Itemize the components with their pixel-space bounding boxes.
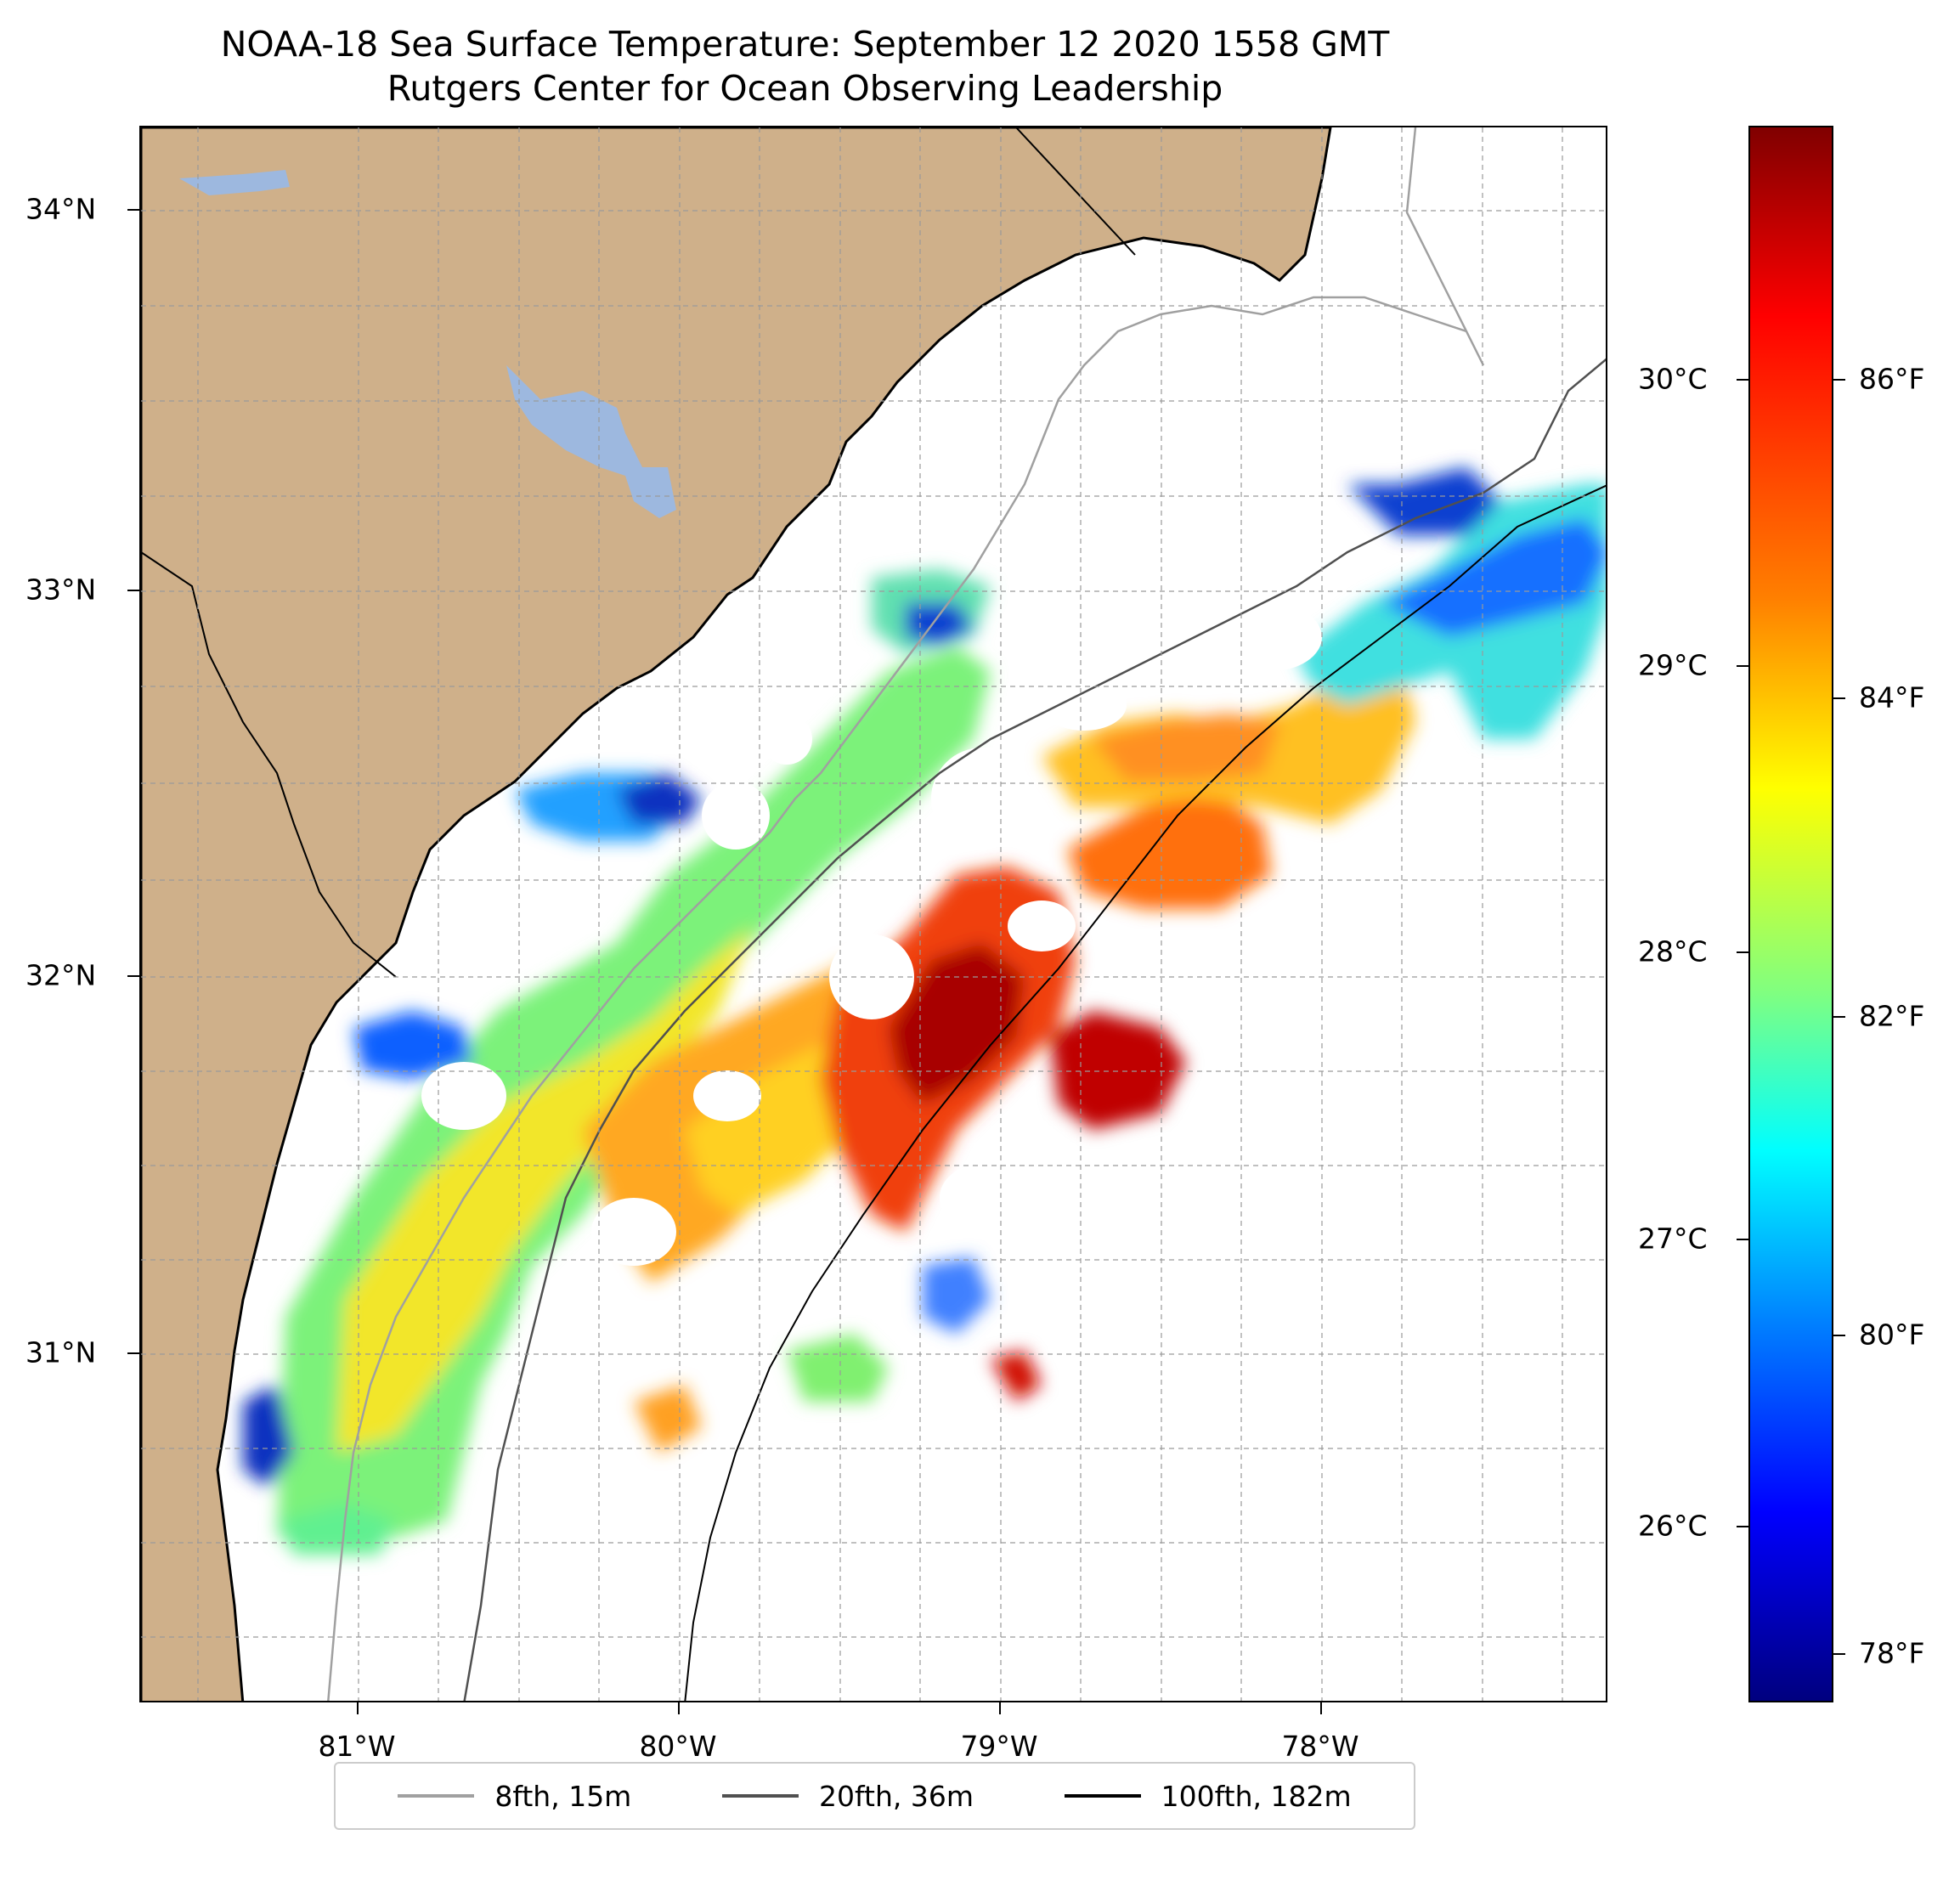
cb-label-27c: 27°C [1638,1222,1708,1256]
lon-tick [1320,1702,1322,1714]
isobath-20fth [463,358,1606,1701]
legend-label-8fth: 8fth, 15m [494,1779,632,1813]
cb-label-82f: 82°F [1859,999,1925,1033]
gridlines [141,127,1606,1701]
lon-tick [999,1702,1001,1714]
cb-tick-c [1737,1526,1748,1527]
cloud-gaps [421,603,1322,1266]
cb-tick-f [1833,1016,1845,1018]
lon-label-80w: 80°W [639,1730,717,1763]
cb-label-29c: 29°C [1638,648,1708,682]
cb-label-28c: 28°C [1638,934,1708,968]
cb-tick-c [1737,951,1748,953]
cb-label-84f: 84°F [1859,680,1925,714]
legend-swatch-8fth [398,1794,475,1798]
lat-tick [127,1352,139,1354]
lat-label-32n: 32°N [25,958,97,992]
lat-label-31n: 31°N [25,1335,97,1369]
isobath-legend: 8fth, 15m 20fth, 36m 100fth, 182m [334,1762,1415,1830]
cb-label-26c: 26°C [1638,1509,1708,1543]
sst-map [139,126,1607,1702]
legend-swatch-100fth [1064,1794,1141,1798]
legend-item-100fth: 100fth, 182m [1064,1779,1352,1813]
lakes [179,170,676,518]
legend-label-100fth: 100fth, 182m [1161,1779,1352,1813]
temperature-colorbar [1748,126,1833,1702]
cb-label-30c: 30°C [1638,362,1708,396]
cb-label-80f: 80°F [1859,1318,1925,1352]
map-subtitle: Rutgers Center for Ocean Observing Leade… [387,68,1223,109]
cb-label-86f: 86°F [1859,362,1925,396]
isobath-100fth [684,484,1606,1701]
legend-swatch-20fth [722,1794,799,1798]
lon-label-78w: 78°W [1281,1730,1359,1763]
lon-tick [357,1702,359,1714]
cb-tick-f [1833,1335,1845,1336]
map-title: NOAA-18 Sea Surface Temperature: Septemb… [220,24,1390,65]
lat-label-34n: 34°N [25,192,97,226]
cb-tick-c [1737,665,1748,667]
sst-data-layer [243,467,1606,1555]
cb-tick-f [1833,697,1845,699]
lat-tick [127,975,139,977]
legend-item-20fth: 20fth, 36m [722,1780,974,1813]
cb-tick-f [1833,1653,1845,1655]
lon-label-79w: 79°W [960,1730,1038,1763]
cb-label-78f: 78°F [1859,1636,1925,1670]
lat-tick [127,209,139,211]
map-canvas [141,127,1606,1701]
lon-tick [678,1702,680,1714]
legend-label-20fth: 20fth, 36m [819,1779,974,1813]
lat-label-33n: 33°N [25,573,97,607]
lat-tick [127,590,139,591]
legend-item-8fth: 8fth, 15m [398,1780,631,1813]
state-border [1015,127,1136,256]
cb-tick-c [1737,379,1748,381]
cb-tick-c [1737,1239,1748,1240]
cb-tick-f [1833,379,1845,381]
lon-label-81w: 81°W [318,1730,396,1763]
